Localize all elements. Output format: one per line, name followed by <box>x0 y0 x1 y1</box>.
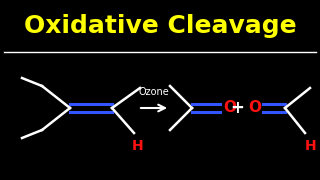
Text: O: O <box>249 100 261 116</box>
Text: Ozone: Ozone <box>139 87 169 97</box>
Text: +: + <box>230 99 244 117</box>
Text: Oxidative Cleavage: Oxidative Cleavage <box>24 14 296 38</box>
Text: H: H <box>305 139 317 153</box>
Text: H: H <box>132 139 144 153</box>
Text: O: O <box>223 100 236 116</box>
